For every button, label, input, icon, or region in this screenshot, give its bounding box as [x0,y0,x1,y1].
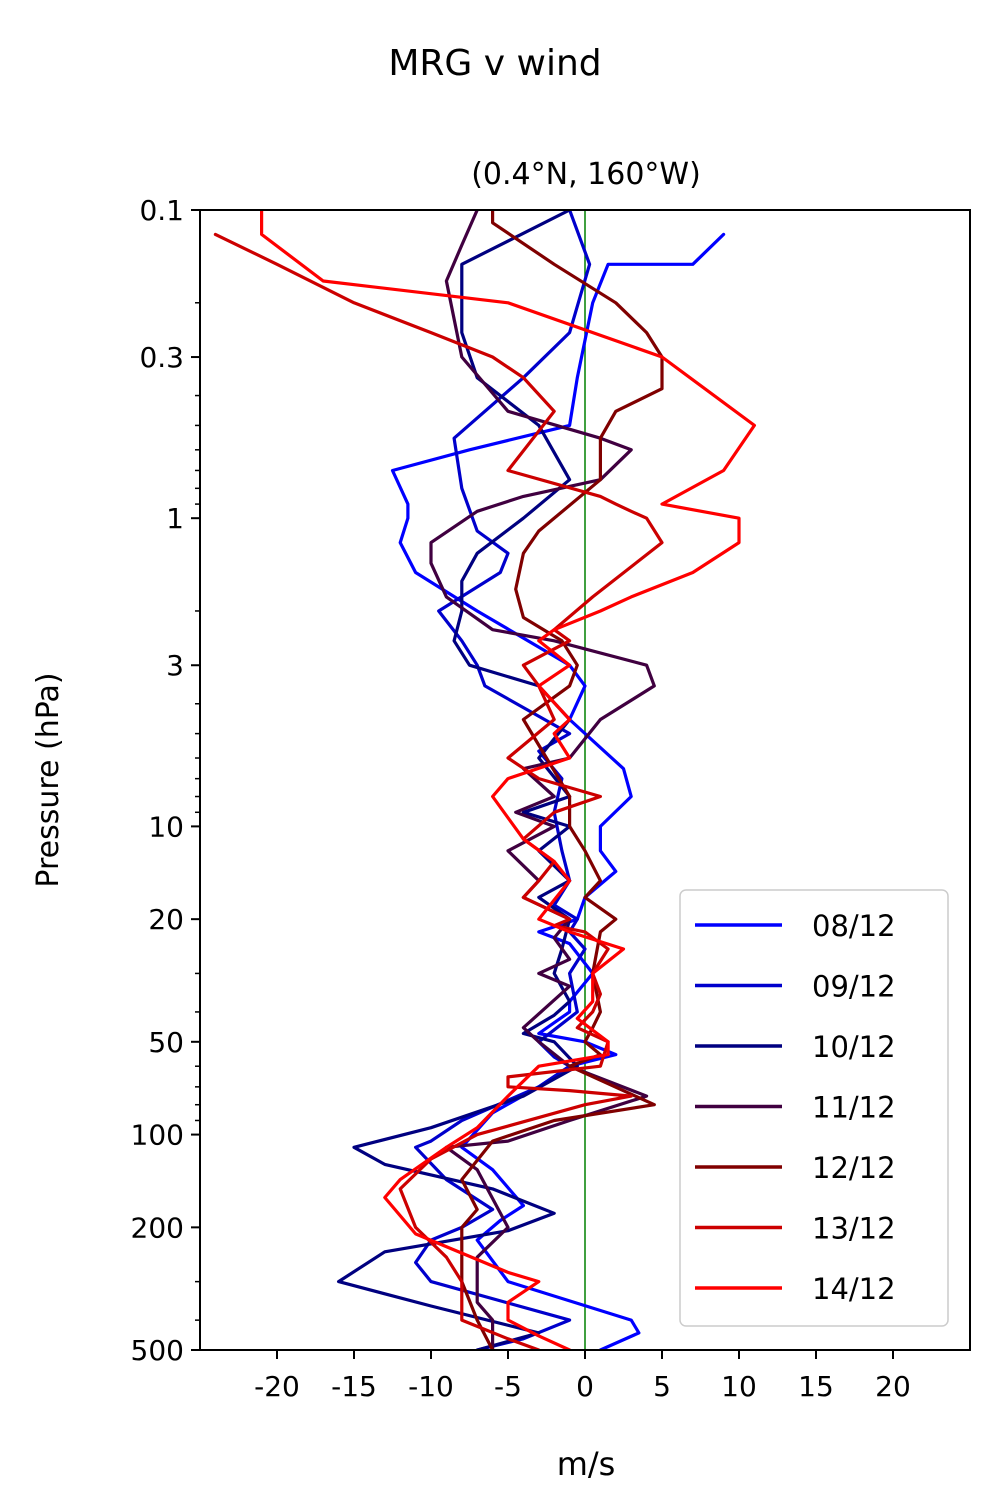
y-axis-label: Pressure (hPa) [31,672,66,887]
legend-label: 11/12 [812,1091,896,1125]
chart-suptitle: MRG v wind [388,43,601,84]
legend-label: 14/12 [812,1272,896,1306]
y-tick-label: 0.3 [139,341,184,374]
x-tick-label: 15 [798,1370,834,1403]
legend-label: 09/12 [812,970,896,1004]
chart-title: (0.4°N, 160°W) [471,157,701,192]
y-tick-label: 0.1 [139,194,184,227]
x-axis-label: m/s [557,1445,616,1483]
y-tick-label: 100 [131,1119,184,1152]
x-ticks: -20 -15 -10 -5 0 5 10 15 20 [254,1350,911,1403]
series-line [429,210,656,1350]
legend-box [679,889,949,1327]
x-tick-label: -20 [254,1370,300,1403]
series-line [460,210,664,1350]
legend-label: 12/12 [812,1151,896,1185]
x-tick-label: 10 [721,1370,757,1403]
x-tick-label: -10 [408,1370,454,1403]
y-tick-label: 3 [166,649,184,682]
series-line [337,210,579,1350]
x-tick-label: 0 [576,1370,594,1403]
x-tick-label: 5 [653,1370,671,1403]
y-tick-label: 200 [131,1211,184,1244]
series-lines [213,210,757,1350]
y-tick-label: 10 [148,810,184,843]
y-tick-label: 50 [148,1026,184,1059]
series-line [213,232,664,1350]
y-tick-label: 500 [131,1334,184,1367]
plot-frame [199,209,971,1351]
y-ticks: 0.1 0.3 1 3 10 20 50 100 200 500 [131,194,200,1367]
x-tick-label: -5 [494,1370,522,1403]
legend-label: 13/12 [812,1212,896,1246]
series-line [414,210,592,1350]
series-line [260,210,757,1350]
x-tick-label: -15 [331,1370,377,1403]
legend: 08/12 09/12 10/12 11/12 12/12 13/12 14/12 [679,889,949,1327]
legend-label: 10/12 [812,1030,896,1064]
legend-label: 08/12 [812,909,896,943]
y-tick-label: 20 [148,903,184,936]
x-tick-label: 20 [875,1370,911,1403]
y-tick-label: 1 [166,502,184,535]
